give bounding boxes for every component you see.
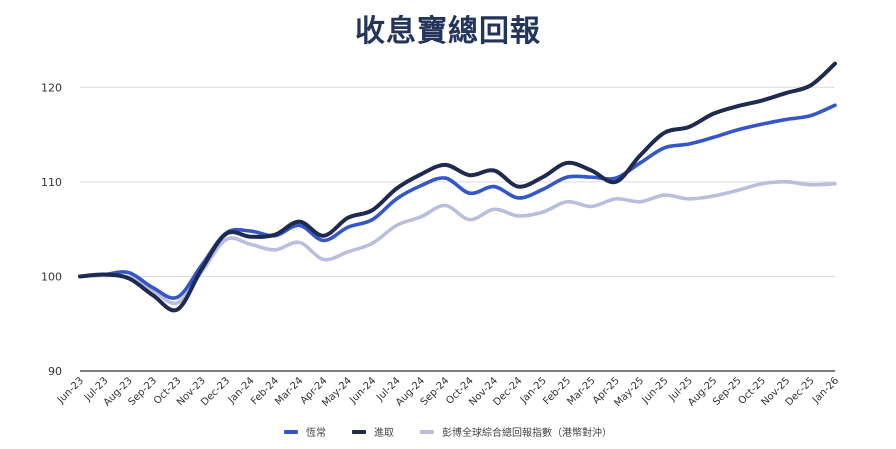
legend-item-series-1[interactable]: 進取 xyxy=(352,424,394,439)
legend-item-series-2[interactable]: 彭博全球綜合總回報指數（港幣對沖） xyxy=(420,424,612,439)
x-tick-label: Jun-23 xyxy=(55,375,86,406)
chart-title: 收息寶總回報 xyxy=(355,14,541,49)
x-tick-label: Jun-24 xyxy=(347,375,378,406)
y-tick-label: 120 xyxy=(41,81,62,94)
y-tick-label: 110 xyxy=(41,176,62,189)
x-axis-ticks: Jun-23Jul-23Aug-23Sep-23Oct-23Nov-23Dec-… xyxy=(55,375,841,409)
legend-swatch xyxy=(420,429,434,434)
legend-swatch xyxy=(284,429,298,434)
series-lines xyxy=(78,61,837,313)
series-line-0 xyxy=(78,103,837,300)
x-tick-label: Jan-26 xyxy=(810,375,841,406)
legend-label: 恆常 xyxy=(306,428,326,439)
y-tick-label: 90 xyxy=(48,365,62,378)
grid-lines xyxy=(80,86,835,372)
y-tick-label: 100 xyxy=(41,270,62,283)
legend-item-series-0[interactable]: 恆常 xyxy=(284,424,326,439)
legend-label: 彭博全球綜合總回報指數（港幣對沖） xyxy=(442,428,612,439)
legend-label: 進取 xyxy=(374,428,394,439)
series-line-1 xyxy=(78,61,837,313)
legend-swatch xyxy=(352,429,366,434)
legend: 恆常 進取 彭博全球綜合總回報指數（港幣對沖） xyxy=(0,424,896,439)
x-tick-label: Jun-25 xyxy=(640,375,671,406)
y-axis-ticks: 90 100 110 120 xyxy=(41,81,62,378)
